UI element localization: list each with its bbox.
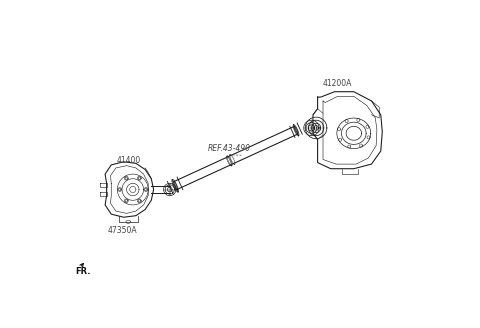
Text: 41400: 41400 [117, 156, 141, 165]
Text: REF.43-490: REF.43-490 [207, 144, 251, 153]
Text: 41200A: 41200A [323, 79, 352, 88]
Text: FR.: FR. [75, 267, 91, 276]
Text: 47350A: 47350A [108, 226, 137, 236]
